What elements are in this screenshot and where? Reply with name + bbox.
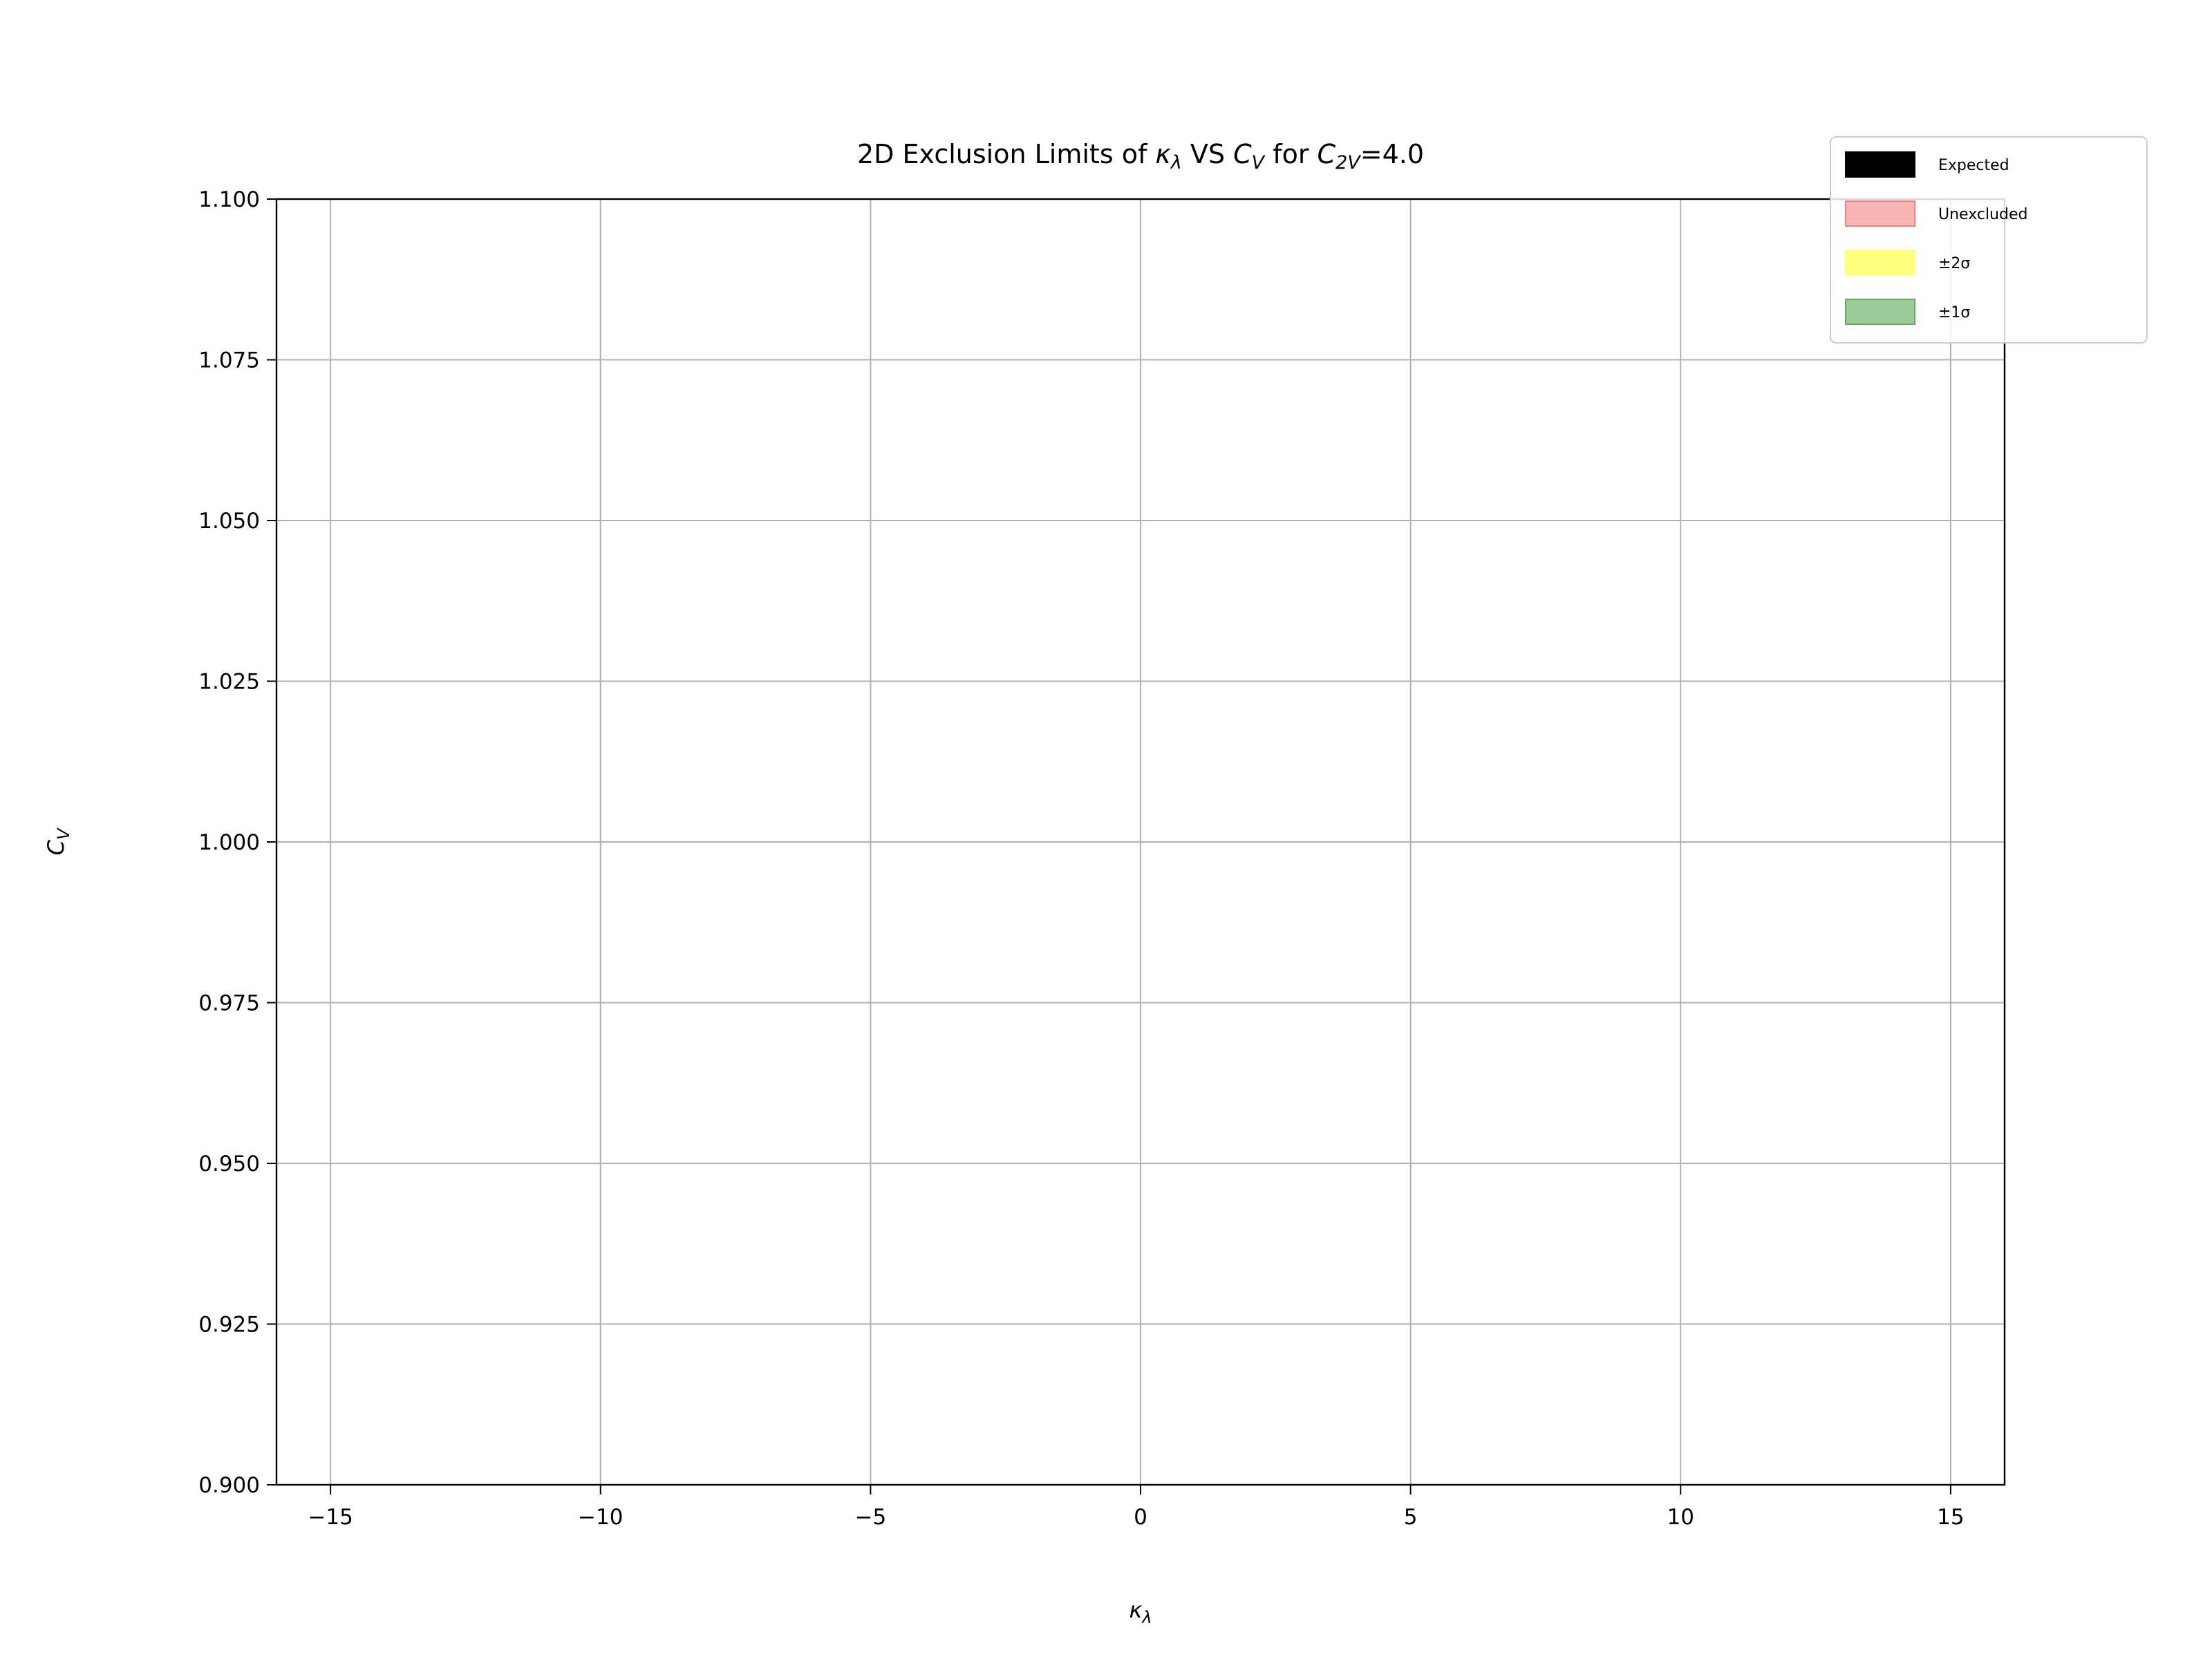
- x-tick-label: 10: [1667, 1505, 1694, 1530]
- x-tick-label: −10: [578, 1505, 623, 1530]
- legend-box: [1830, 136, 2148, 344]
- y-tick-label: 0.975: [198, 991, 260, 1016]
- y-axis-label: CV: [43, 827, 73, 855]
- y-tick-label: 0.900: [198, 1473, 260, 1498]
- x-axis-label: κλ: [1129, 1597, 1152, 1627]
- y-tick-label: 1.025: [198, 670, 260, 695]
- legend-swatch: [1845, 151, 1915, 178]
- x-tick-label: −5: [855, 1505, 887, 1530]
- legend-swatch: [1845, 299, 1915, 325]
- legend-swatch: [1845, 200, 1915, 227]
- legend-swatch: [1845, 250, 1915, 276]
- y-tick-label: 1.100: [198, 187, 260, 212]
- y-tick-label: 0.950: [198, 1152, 260, 1177]
- legend-entries: Expected Unexcluded ±2σ ±1σ: [1845, 151, 2027, 325]
- x-tick-label: 5: [1404, 1505, 1418, 1530]
- legend-label: ±1σ: [1938, 304, 1970, 321]
- legend-label: Expected: [1938, 157, 2009, 174]
- y-tick-label: 1.075: [198, 348, 260, 373]
- y-tick-label: 1.000: [198, 830, 260, 855]
- chart-title: 2D Exclusion Limits of κλ VS CV for C2V=…: [857, 139, 1424, 174]
- legend-label: ±2σ: [1938, 255, 1970, 272]
- x-tick-label: 15: [1937, 1505, 1964, 1530]
- y-tick-label: 1.050: [198, 509, 260, 534]
- y-tick-label: 0.925: [198, 1313, 260, 1338]
- x-tick-label: 0: [1134, 1505, 1147, 1530]
- legend-label: Unexcluded: [1938, 206, 2027, 223]
- grid: [276, 198, 2005, 1485]
- x-tick-label: −15: [308, 1505, 353, 1530]
- legend: Expected Unexcluded ±2σ ±1σ: [1830, 136, 2148, 344]
- ticks: −15 −10 −5 0 5 10 15 0.900 0.925 0.950 0.975 1.000 1…: [198, 187, 1964, 1530]
